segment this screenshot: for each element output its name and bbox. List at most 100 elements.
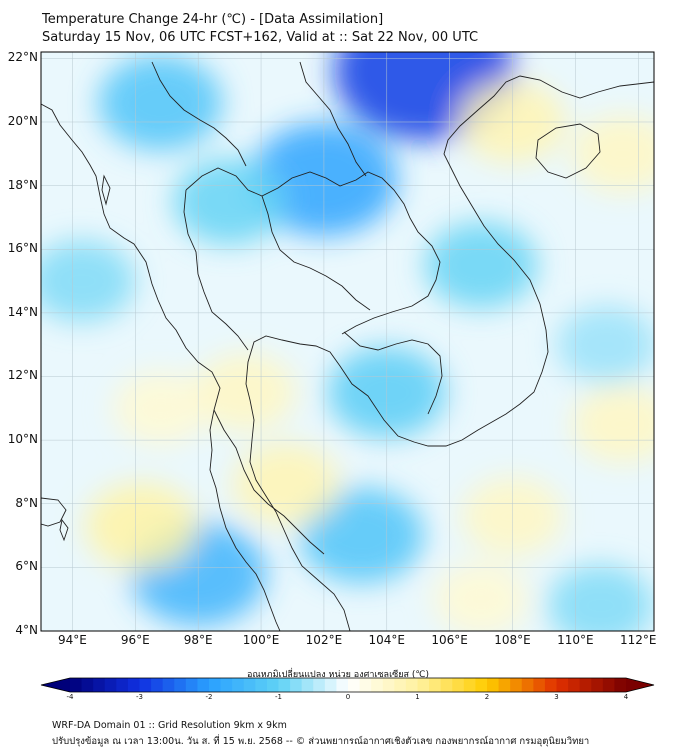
lat-tick-label: 16°N xyxy=(7,241,38,256)
colorbar-cell xyxy=(81,678,94,692)
lat-tick-label: 6°N xyxy=(15,559,38,574)
colorbar-tick-label: -4 xyxy=(66,693,74,701)
lon-tick-label: 96°E xyxy=(120,633,150,647)
warming-area xyxy=(194,353,296,432)
colorbar-cell xyxy=(93,678,106,692)
colorbar-cell xyxy=(104,678,117,692)
warming-area xyxy=(85,482,198,570)
lon-tick-label: 94°E xyxy=(57,633,87,647)
colorbar-tick-label: 4 xyxy=(623,693,629,701)
colorbar-cell xyxy=(220,678,233,692)
coastlines-borders xyxy=(41,61,654,631)
colorbar-cell xyxy=(232,678,245,692)
colorbar-tick-label: 2 xyxy=(484,693,490,701)
colorbar-cell xyxy=(174,678,187,692)
colorbar-cell xyxy=(162,678,175,692)
lat-tick-label: 8°N xyxy=(15,495,38,510)
cooling-area xyxy=(299,487,424,584)
cooling-area xyxy=(98,55,223,151)
lon-tick-label: 110°E xyxy=(557,633,594,647)
lat-tick-label: 20°N xyxy=(7,113,38,128)
cooling-area xyxy=(424,221,538,309)
colorbar-tick-label: -2 xyxy=(205,693,213,701)
colorbar-label: อุณหภูมิเปลี่ยนแปลง หน่วย องศาเซลเซียส (… xyxy=(246,670,430,680)
colorbar-cell xyxy=(382,678,395,692)
colorbar-cell xyxy=(429,678,442,692)
colorbar-cell xyxy=(440,678,453,692)
cooling-area xyxy=(547,564,654,631)
footer-credit: ปรับปรุงข้อมูล ณ เวลา 13:00น. วัน ส. ที่… xyxy=(52,736,590,747)
colorbar-cell xyxy=(579,678,592,692)
colorbar-cell xyxy=(243,678,256,692)
chart-title: Temperature Change 24-hr (℃) - [Data Ass… xyxy=(42,12,384,27)
colorbar-cell xyxy=(544,678,557,692)
colorbar-cell xyxy=(348,678,360,692)
colorbar-cell xyxy=(498,678,511,692)
colorbar-cell xyxy=(602,678,615,692)
colorbar-tick-label: 0 xyxy=(345,693,351,701)
colorbar-cell xyxy=(197,678,210,692)
colorbar-cell xyxy=(301,678,314,692)
cooling-area xyxy=(556,305,654,384)
colorbar-cell xyxy=(278,678,291,692)
colorbar-cell xyxy=(116,678,129,692)
colorbar-cell xyxy=(463,678,476,692)
colorbar-cell xyxy=(359,678,372,692)
colorbar-cell xyxy=(336,678,349,692)
lat-tick-label: 14°N xyxy=(7,304,38,319)
colorbar-cell xyxy=(255,678,268,692)
lon-tick-label: 100°E xyxy=(242,633,280,647)
lon-tick-label: 98°E xyxy=(183,633,213,647)
colorbar-tick-label: -3 xyxy=(136,693,143,701)
lat-tick-label: 4°N xyxy=(15,623,38,637)
colorbar-cell xyxy=(591,678,604,692)
colorbar-cell xyxy=(533,678,546,692)
colorbar-cell xyxy=(475,678,488,692)
chart-subtitle: Saturday 15 Nov, 06 UTC FCST+162, Valid … xyxy=(42,30,479,45)
colorbar-cell xyxy=(70,678,82,692)
lon-tick-label: 106°E xyxy=(431,633,468,647)
colorbar-cell xyxy=(324,678,337,692)
colorbar-outline xyxy=(40,677,655,693)
colorbar-cell xyxy=(151,678,164,692)
lon-tick-label: 102°E xyxy=(305,633,343,647)
colorbar-cell xyxy=(290,678,303,692)
colorbar-cell xyxy=(371,678,384,692)
lon-tick-label: 108°E xyxy=(494,633,531,647)
colorbar-cell xyxy=(568,678,581,692)
lon-tick-label: 104°E xyxy=(368,633,406,647)
cooling-area xyxy=(173,158,286,245)
colorbar-cell xyxy=(556,678,569,692)
colorbar-cell xyxy=(313,678,326,692)
colorbar-cell xyxy=(510,678,523,692)
warming-area xyxy=(232,443,340,526)
colorbar-cell xyxy=(487,678,499,692)
colorbar-cell xyxy=(417,678,430,692)
colorbar-cell xyxy=(127,678,140,692)
colorbar-min-arrow xyxy=(41,678,70,692)
colorbar-cell xyxy=(452,678,465,692)
lat-tick-label: 18°N xyxy=(7,177,38,192)
lon-tick-label: 112°E xyxy=(620,633,657,647)
warming-area xyxy=(572,385,654,464)
colorbar-cell xyxy=(139,678,152,692)
colorbar-cell xyxy=(185,678,198,692)
colorbar-cell xyxy=(266,678,279,692)
colorbar-tick-label: -1 xyxy=(275,693,282,701)
map-frame xyxy=(40,51,655,632)
lat-tick-label: 12°N xyxy=(7,368,38,383)
warming-area xyxy=(112,371,209,445)
gridlines xyxy=(41,52,654,631)
warming-area xyxy=(433,562,529,631)
footer-domain-info: WRF-DA Domain 01 :: Grid Resolution 9km … xyxy=(52,720,287,731)
colorbar-tick-label: 1 xyxy=(415,693,420,701)
warming-area xyxy=(572,115,654,193)
colorbar-tick-label: 3 xyxy=(554,693,559,701)
cooling-area xyxy=(41,240,136,323)
temperature-field xyxy=(41,52,654,631)
colorbar-cell xyxy=(614,678,627,692)
colorbar-cell xyxy=(521,678,534,692)
colorbar-max-arrow xyxy=(626,678,654,692)
map-plot xyxy=(40,51,655,632)
lat-tick-label: 10°N xyxy=(7,432,38,447)
